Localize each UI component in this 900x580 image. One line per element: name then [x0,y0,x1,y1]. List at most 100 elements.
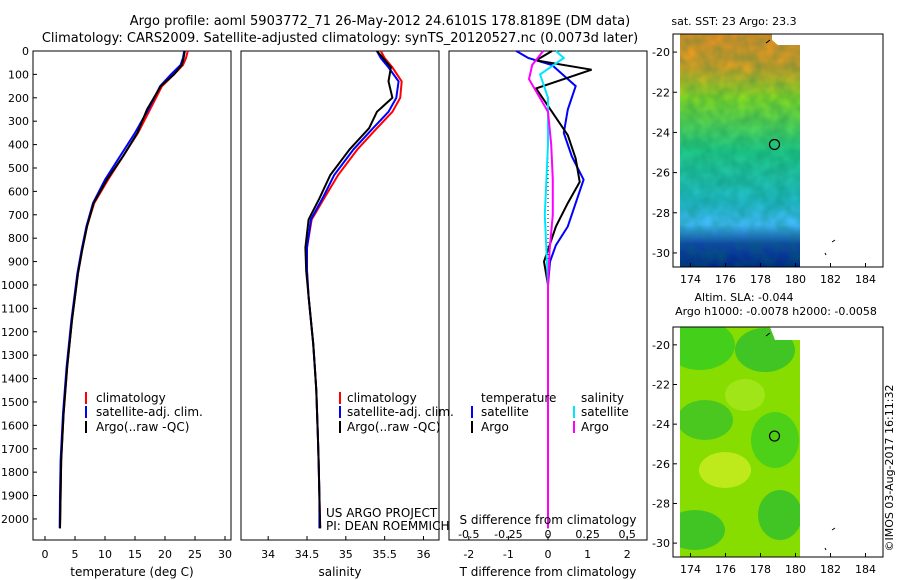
depth-tick-label: 0 [22,45,29,58]
project-name: US ARGO PROJECT [326,506,438,520]
lon-tick-label: 176 [715,273,736,286]
lon-tick-label: 180 [785,563,806,576]
sla-blob [680,400,733,440]
s-diff-tick-label: 0.5 [618,528,636,541]
x-tick-label: 34.5 [295,548,320,561]
sla-map-title-line2: Argo h1000: -0.0078 h2000: -0.0058 [675,305,877,318]
sst-map-title: sat. SST: 23 Argo: 23.3 [671,15,796,28]
s-diff-tick-label: -0.5 [458,528,479,541]
salinity-xlabel: salinity [318,565,361,579]
difference-legend: temperature satellite Argo salinity sate… [471,391,629,434]
depth-tick-label: 500 [8,162,29,175]
x-tick-label: 20 [158,548,172,561]
depth-tick-label: 800 [8,232,29,245]
legend-satellite-label: satellite-adj. clim. [347,405,454,419]
lat-tick-label: -26 [652,167,670,180]
sst-land-mask [772,34,800,45]
depth-tick-label: 1000 [1,279,29,292]
depth-tick-label: 1200 [1,326,29,339]
sla-blob [680,327,735,370]
series-line-s-argo [527,50,554,529]
series-line-climatology [59,50,189,529]
figure-title-line2: Climatology: CARS2009. Satellite-adjuste… [42,31,638,46]
legend-t-argo-label: Argo [481,420,509,434]
depth-tick-label: 600 [8,185,29,198]
depth-tick-label: 1400 [1,373,29,386]
lat-tick-label: -30 [652,537,670,550]
x-tick-label: 10 [98,548,112,561]
temperature-legend: climatology satellite-adj. clim. Argo(..… [85,391,203,434]
sla-profile-location-marker [768,430,781,442]
temperature-panel-frame [32,50,232,541]
lon-tick-label: 182 [820,563,841,576]
s-diff-tick-label: 0 [545,528,552,541]
x-tick-label: 15 [128,548,142,561]
lon-tick-label: 178 [750,273,771,286]
series-line-t-argo [533,50,592,529]
lon-tick-label: 174 [680,273,701,286]
x-tick-label: 36 [416,548,430,561]
series-line-satellite-adj-clim- [306,50,400,529]
temperature-xlabel: temperature (deg C) [70,565,193,579]
lat-tick-label: -24 [652,418,670,431]
lat-tick-label: -28 [652,497,670,510]
lat-tick-label: -30 [652,247,670,260]
s-diff-tick-label: 0.25 [575,528,600,541]
t-diff-tick-label: 0 [545,548,552,561]
legend-climatology-label: climatology [347,391,417,405]
depth-tick-label: 100 [8,68,29,81]
series-line-climatology [306,50,403,529]
depth-tick-label: 1900 [1,490,29,503]
lon-tick-label: 184 [855,273,876,286]
t-diff-tick-label: -2 [463,548,474,561]
lat-tick-label: -22 [652,379,670,392]
sla-map-axes: 174 176 178 180 182 184 -20 -22 -24 -26 -28 -30 [652,339,876,576]
depth-tick-label: 1700 [1,443,29,456]
series-line-argo-raw-qc- [59,50,186,529]
x-tick-label: 5 [72,548,79,561]
difference-t-xlabel: T difference from climatology [459,565,637,579]
sla-map: 174 176 178 180 182 184 -20 -22 -24 -26 -28 -30 [652,326,884,576]
series-line-satellite-adj-clim- [58,50,186,529]
depth-tick-label: 1600 [1,419,29,432]
legend-satellite-label: satellite-adj. clim. [96,405,203,419]
lat-tick-label: -20 [652,46,670,59]
s-diff-tick-label: -0.25 [494,528,522,541]
sla-land-mask [770,327,800,340]
legend-argo-label: Argo(..raw -QC) [347,420,440,434]
sla-blob [725,379,765,411]
difference-s-xlabel: S difference from climatology [460,513,637,527]
depth-tick-label: 700 [8,209,29,222]
depth-tick-label: 200 [8,92,29,105]
t-diff-tick-label: 1 [584,548,591,561]
lat-tick-label: -24 [652,126,670,139]
sst-coastline-islands [765,39,836,256]
legend-t-satellite-label: satellite [481,405,529,419]
x-tick-label: 35.5 [372,548,397,561]
sla-blob [751,412,799,468]
sla-blob [699,452,751,488]
x-tick-label: 34 [261,548,275,561]
sst-map-frame [672,33,884,268]
depth-tick-label: 1800 [1,466,29,479]
depth-tick-label: 400 [8,139,29,152]
sla-blob [758,490,800,540]
difference-plot: -2 -1 0 1 2 -0.5 -0.25 0 0.25 0.5 [458,50,636,561]
t-diff-tick-label: 2 [624,548,631,561]
lon-tick-label: 174 [680,563,701,576]
lat-tick-label: -26 [652,458,670,471]
x-tick-label: 30 [218,548,232,561]
t-diff-tick-label: -1 [503,548,514,561]
lon-tick-label: 182 [820,273,841,286]
depth-tick-label: 300 [8,115,29,128]
sst-profile-location-marker [768,138,781,151]
sla-map-title-line1: Altim. SLA: -0.044 [694,291,793,304]
imos-timestamp: ©IMOS 03-Aug-2017 16:11:32 [883,385,896,552]
depth-tick-label: 1300 [1,349,29,362]
legend-temperature-title: temperature [481,391,556,405]
lon-tick-label: 184 [855,563,876,576]
depth-tick-label: 2000 [1,513,29,526]
figure-title-line1: Argo profile: aoml 5903772_71 26-May-201… [130,14,630,29]
